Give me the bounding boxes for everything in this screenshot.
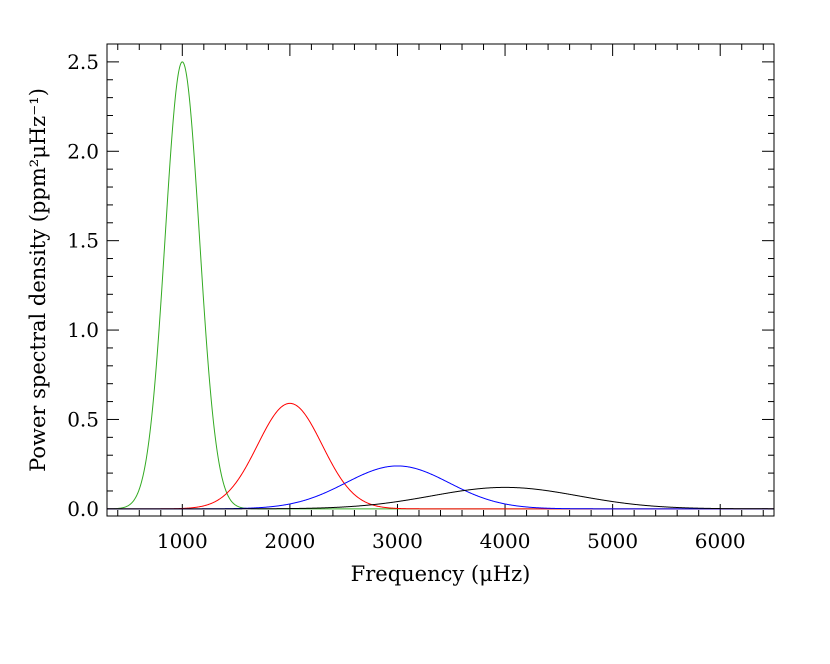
series-line-3 xyxy=(107,465,774,510)
x-tick-label: 4000 xyxy=(480,529,531,553)
y-tick-label: 1.5 xyxy=(67,229,99,253)
series-line-2 xyxy=(107,402,774,510)
series-line-1 xyxy=(106,61,774,510)
y-tick-label: 0.0 xyxy=(67,497,99,521)
y-tick-label: 1.0 xyxy=(67,318,99,342)
series-lines xyxy=(106,61,774,510)
y-axis-label: Power spectral density (ppm²μHz⁻¹) xyxy=(26,88,50,472)
x-tick-label: 1000 xyxy=(157,529,208,553)
y-tick-label: 2.0 xyxy=(67,139,99,163)
tick-marks xyxy=(107,43,774,516)
y-tick-label: 0.5 xyxy=(67,407,99,431)
x-tick-label: 5000 xyxy=(587,529,638,553)
tick-labels: 1000 2000 3000 4000 5000 6000 0.0 0.5 1.0 1.5 2.0 2… xyxy=(67,50,745,553)
series-line-4 xyxy=(107,486,774,510)
x-tick-label: 2000 xyxy=(264,529,315,553)
x-tick-label: 3000 xyxy=(372,529,423,553)
y-tick-label: 2.5 xyxy=(67,50,99,74)
x-tick-label: 6000 xyxy=(695,529,746,553)
x-axis-label: Frequency (μHz) xyxy=(351,562,531,586)
plot-frame xyxy=(106,43,775,517)
